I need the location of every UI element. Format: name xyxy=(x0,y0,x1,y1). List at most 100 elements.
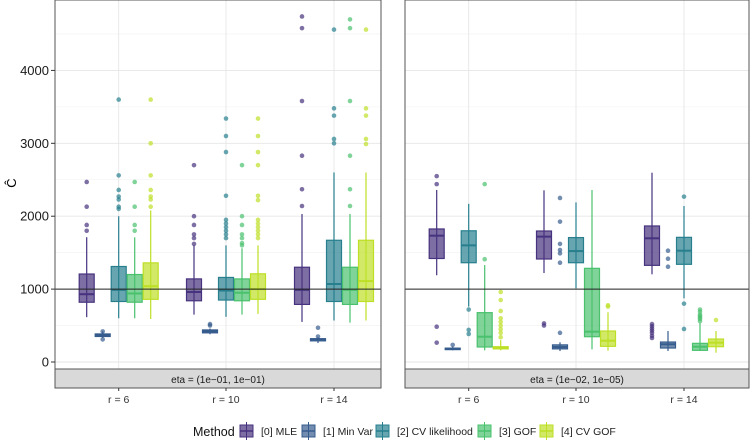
outlier-point xyxy=(681,301,687,306)
outlier-point xyxy=(649,321,655,327)
outlier-point xyxy=(315,325,321,331)
outlier-point xyxy=(148,194,153,199)
outlier-point xyxy=(665,264,671,270)
box-iqr xyxy=(535,230,553,260)
box-iqr xyxy=(357,239,375,303)
outlier-point xyxy=(223,116,229,121)
box--4-cv-gof xyxy=(357,27,375,321)
outlier-point xyxy=(363,136,369,142)
box--0-mle xyxy=(535,190,553,328)
outlier-point xyxy=(223,221,229,226)
outlier-point xyxy=(255,221,261,226)
legend-title: Method xyxy=(193,425,235,439)
box-iqr xyxy=(643,225,661,266)
outlier-point xyxy=(191,162,197,168)
outlier-point xyxy=(299,203,305,209)
outlier-point xyxy=(84,228,89,234)
box--3-gof xyxy=(233,162,251,315)
outlier-point xyxy=(239,162,245,168)
box--2-cv-likelihood xyxy=(217,116,235,317)
legend-label: [1] Min Var xyxy=(323,426,373,438)
outlier-point xyxy=(255,162,261,168)
outlier-point xyxy=(557,251,563,256)
x-tick-label: r = 6 xyxy=(108,394,129,406)
outlier-point xyxy=(239,232,245,237)
outlier-point xyxy=(132,222,137,228)
box-iqr xyxy=(599,330,617,347)
outlier-point xyxy=(557,195,563,201)
box--3-gof xyxy=(341,17,359,323)
box-iqr xyxy=(476,312,493,348)
outlier-point xyxy=(84,179,89,185)
outlier-point xyxy=(331,27,337,32)
outlier-point xyxy=(498,334,504,340)
outlier-point xyxy=(84,204,89,210)
box-iqr xyxy=(325,239,343,303)
outlier-point xyxy=(255,116,261,121)
outlier-point xyxy=(255,133,261,139)
outlier-point xyxy=(498,308,504,314)
outlier-point xyxy=(223,133,229,139)
outlier-point xyxy=(191,213,197,219)
legend-item: [1] Min Var xyxy=(301,422,373,440)
y-tick-label: 1000 xyxy=(20,282,49,297)
box--0-mle xyxy=(643,172,661,341)
box-iqr xyxy=(126,273,143,303)
legend-label: [4] CV GOF xyxy=(561,426,616,438)
outlier-point xyxy=(347,186,353,192)
box--0-mle xyxy=(78,179,95,318)
box--4-cv-gof xyxy=(249,116,267,314)
box--1-min-var xyxy=(309,325,327,344)
outlier-point xyxy=(434,173,440,179)
outlier-point xyxy=(223,235,229,241)
box--4-cv-gof xyxy=(707,317,725,353)
outlier-point xyxy=(84,222,89,228)
legend-label: [3] GOF xyxy=(499,426,536,438)
outlier-point xyxy=(498,326,504,332)
outlier-point xyxy=(363,27,369,32)
outlier-point xyxy=(498,330,504,336)
outlier-point xyxy=(681,194,687,199)
outlier-point xyxy=(207,321,213,327)
outlier-point xyxy=(713,317,719,323)
outlier-point xyxy=(148,187,153,193)
outlier-point xyxy=(347,17,353,22)
outlier-point xyxy=(557,330,563,336)
legend-item: [0] MLE xyxy=(239,422,297,440)
outlier-point xyxy=(347,203,353,209)
y-tick-label: 3000 xyxy=(20,136,49,151)
outlier-point xyxy=(498,289,504,295)
outlier-point xyxy=(498,297,504,303)
outlier-point xyxy=(255,235,261,241)
outlier-point xyxy=(116,204,121,210)
outlier-point xyxy=(116,187,121,193)
outlier-point xyxy=(132,228,137,234)
outlier-point xyxy=(557,247,563,253)
outlier-point xyxy=(450,342,456,348)
outlier-point xyxy=(363,113,369,118)
x-tick-label: r = 14 xyxy=(320,394,347,406)
box-iqr xyxy=(142,262,159,300)
box-iqr xyxy=(249,273,267,300)
outlier-point xyxy=(223,149,229,155)
outlier-point xyxy=(148,141,153,146)
box-iqr xyxy=(341,266,359,306)
legend-item: [4] CV GOF xyxy=(539,422,616,440)
outlier-point xyxy=(255,224,261,230)
outlier-point xyxy=(434,181,440,187)
outlier-point xyxy=(132,204,137,210)
outlier-point xyxy=(255,193,261,199)
outlier-point xyxy=(347,153,353,159)
box--0-mle xyxy=(428,173,445,345)
facet-panel: eta = (1e−01, 1e−01) r = 6 r = 10 r = 14 xyxy=(54,0,382,406)
outlier-point xyxy=(116,173,121,178)
outlier-point xyxy=(557,241,563,247)
box--4-cv-gof xyxy=(492,289,509,351)
outlier-point xyxy=(100,337,105,342)
outlier-point xyxy=(148,204,153,210)
box--0-mle xyxy=(293,14,311,322)
outlier-point xyxy=(255,197,261,203)
outlier-point xyxy=(223,232,229,237)
